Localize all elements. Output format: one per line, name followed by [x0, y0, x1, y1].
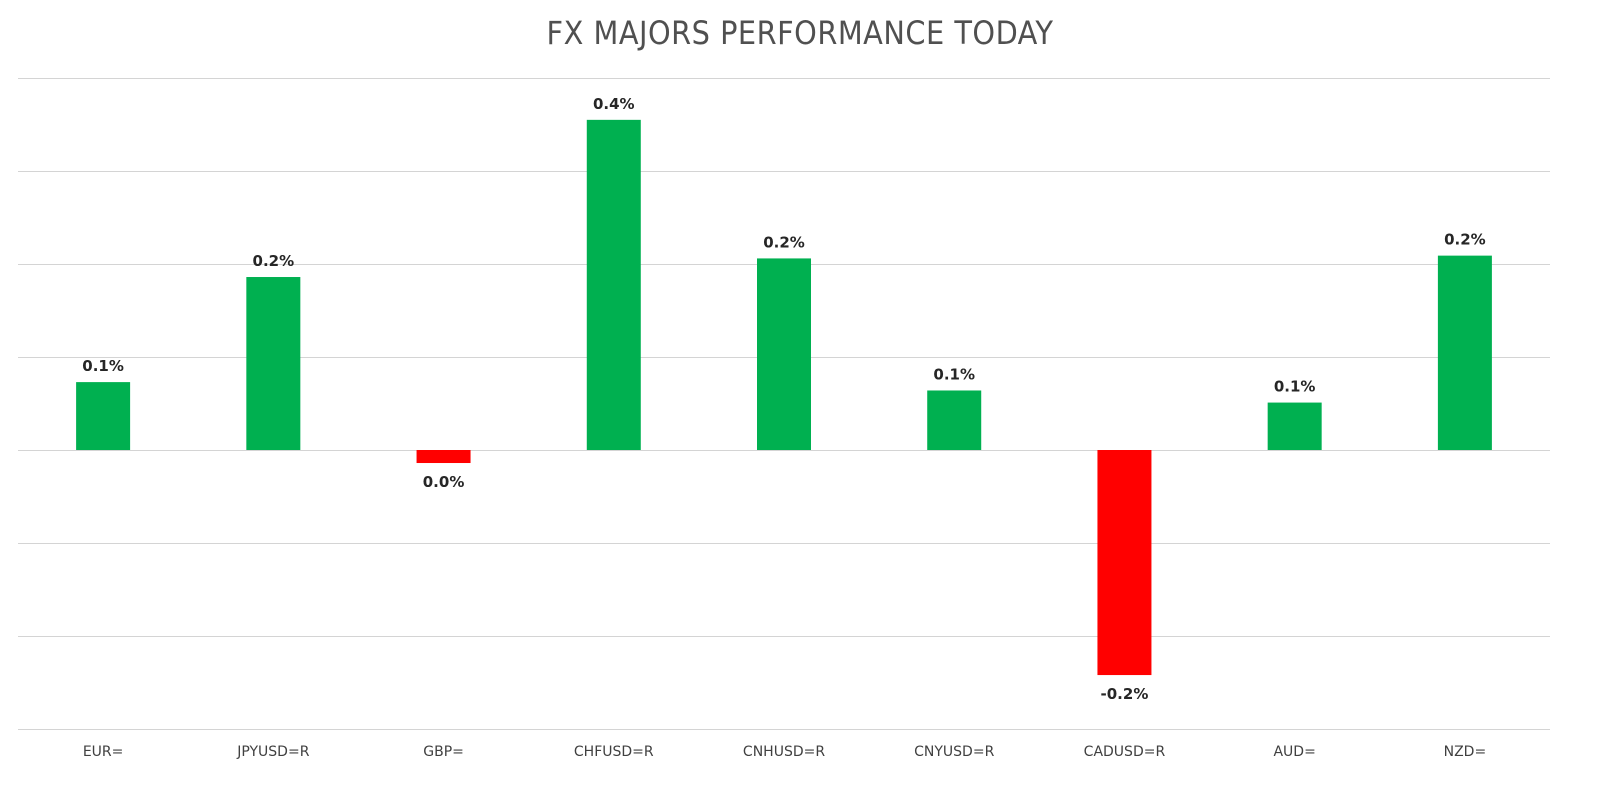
data-label: 0.2% [1444, 231, 1486, 249]
bars [76, 119, 1492, 676]
x-tick-label: NZD= [1444, 744, 1487, 760]
data-label: 0.0% [423, 473, 465, 491]
chart-title: FX MAJORS PERFORMANCE TODAY [546, 14, 1054, 52]
bar-chfusdr [586, 119, 641, 450]
x-tick-label: CHFUSD=R [574, 744, 654, 760]
x-tick-label: GBP= [423, 744, 464, 760]
data-label: 0.1% [82, 357, 124, 375]
data-label: 0.4% [593, 95, 635, 113]
bar-gbp [416, 450, 471, 464]
x-tick-label: CNYUSD=R [914, 744, 994, 760]
data-label: 0.2% [253, 252, 295, 270]
x-tick-label: AUD= [1273, 744, 1315, 760]
x-tick-label: JPYUSD=R [236, 744, 309, 760]
data-label: 0.1% [1274, 378, 1316, 396]
bar-nzd [1437, 255, 1492, 450]
data-label: 0.1% [933, 365, 975, 383]
bar-cnyusdr [927, 390, 982, 450]
x-tick-label: CADUSD=R [1084, 744, 1166, 760]
data-labels: 0.1% 0.2% 0.0% 0.4% 0.2% 0.1% -0.2% 0.1% 0.2% [82, 95, 1485, 703]
bar-aud [1267, 402, 1322, 450]
bar-cnhusdr [757, 258, 811, 450]
bar-cadusdr [1097, 450, 1152, 676]
data-label: -0.2% [1101, 685, 1149, 703]
x-tick-label: CNHUSD=R [743, 744, 825, 760]
data-label: 0.2% [763, 233, 805, 251]
bar-jpyusdr [246, 277, 301, 450]
bar-eur [76, 382, 131, 450]
x-tick-label: EUR= [83, 744, 124, 760]
x-axis-tick-labels: EUR= JPYUSD=R GBP= CHFUSD=R CNHUSD=R CNYUSD=R… [83, 744, 1486, 760]
